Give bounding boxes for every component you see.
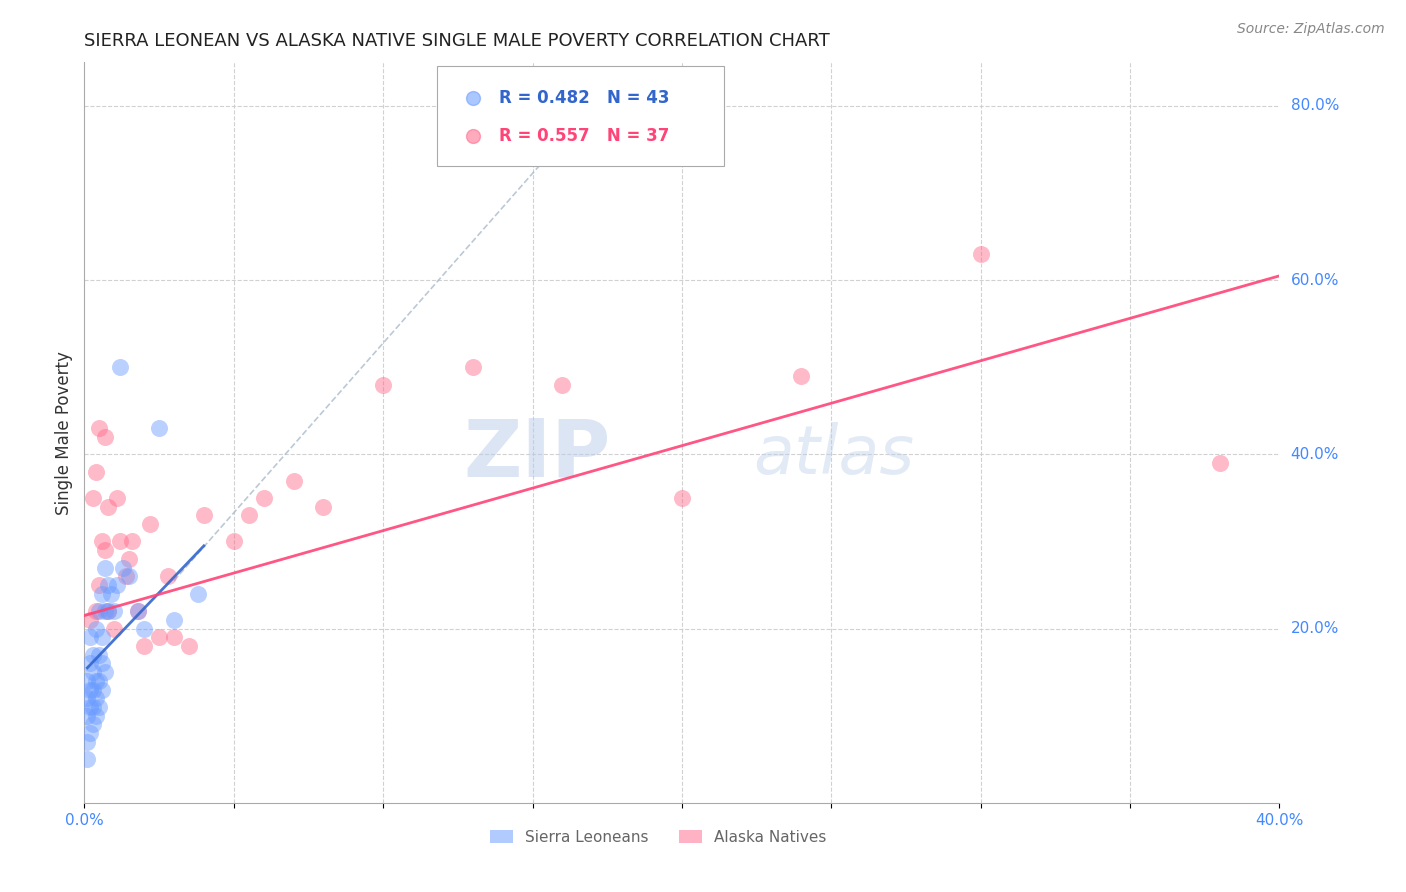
Point <box>94 543 117 558</box>
Point <box>76 708 98 723</box>
Point <box>89 673 111 688</box>
Point <box>127 604 149 618</box>
Point <box>76 735 98 749</box>
Point <box>238 508 260 523</box>
Point <box>79 613 101 627</box>
Point <box>110 534 132 549</box>
Point <box>79 657 101 671</box>
Point <box>97 604 120 618</box>
Point <box>86 622 108 636</box>
Point <box>82 491 104 505</box>
Point <box>1209 456 1232 470</box>
Point <box>105 491 128 505</box>
Point <box>187 587 209 601</box>
Point <box>94 430 117 444</box>
Point <box>82 717 104 731</box>
Point <box>89 604 111 618</box>
Point <box>91 630 114 644</box>
Point <box>91 587 114 601</box>
Text: R = 0.557   N = 37: R = 0.557 N = 37 <box>499 128 669 145</box>
Point <box>112 560 135 574</box>
Point <box>94 604 117 618</box>
Text: SIERRA LEONEAN VS ALASKA NATIVE SINGLE MALE POVERTY CORRELATION CHART: SIERRA LEONEAN VS ALASKA NATIVE SINGLE M… <box>84 32 830 50</box>
Point <box>157 569 180 583</box>
Point <box>139 517 162 532</box>
Point <box>86 673 108 688</box>
Point <box>312 500 335 514</box>
Point <box>103 604 125 618</box>
Point <box>79 726 101 740</box>
Point <box>1045 12 1067 26</box>
Point <box>105 578 128 592</box>
Point <box>177 639 200 653</box>
Point <box>89 700 111 714</box>
Point <box>283 474 305 488</box>
Point <box>163 613 186 627</box>
Point <box>91 534 114 549</box>
Point <box>89 648 111 662</box>
Point <box>79 630 101 644</box>
Point <box>148 630 170 644</box>
Point <box>193 508 215 523</box>
Text: 20.0%: 20.0% <box>1291 621 1339 636</box>
Point <box>89 421 111 435</box>
Text: atlas: atlas <box>754 422 915 488</box>
Point <box>79 682 101 697</box>
FancyBboxPatch shape <box>437 66 724 166</box>
Point <box>97 578 120 592</box>
Point <box>148 421 170 435</box>
Point <box>118 569 141 583</box>
Point <box>97 500 120 514</box>
Point <box>790 369 813 384</box>
Point <box>970 247 993 261</box>
Point <box>118 552 141 566</box>
Point <box>373 377 395 392</box>
Point <box>76 691 98 706</box>
Point <box>76 673 98 688</box>
Point <box>86 604 108 618</box>
Point <box>253 491 276 505</box>
Point <box>115 569 138 583</box>
Y-axis label: Single Male Poverty: Single Male Poverty <box>55 351 73 515</box>
Point <box>82 682 104 697</box>
Point <box>110 360 132 375</box>
Point <box>86 691 108 706</box>
Point <box>671 491 693 505</box>
Point <box>76 752 98 766</box>
Point <box>86 465 108 479</box>
Point <box>89 578 111 592</box>
Point <box>86 708 108 723</box>
Point <box>100 587 122 601</box>
Text: 80.0%: 80.0% <box>1291 98 1339 113</box>
Point <box>91 657 114 671</box>
Point <box>94 560 117 574</box>
Point <box>82 665 104 680</box>
Point <box>163 630 186 644</box>
Point <box>132 622 156 636</box>
Point <box>132 639 156 653</box>
Text: Source: ZipAtlas.com: Source: ZipAtlas.com <box>1237 22 1385 37</box>
Point <box>97 604 120 618</box>
Point <box>103 622 125 636</box>
Legend: Sierra Leoneans, Alaska Natives: Sierra Leoneans, Alaska Natives <box>484 823 832 851</box>
Point <box>82 700 104 714</box>
Point <box>551 377 574 392</box>
Point <box>94 665 117 680</box>
Point <box>222 534 245 549</box>
Text: ZIP: ZIP <box>463 416 610 494</box>
Point <box>79 700 101 714</box>
Point <box>121 534 143 549</box>
Point <box>127 604 149 618</box>
Text: R = 0.482   N = 43: R = 0.482 N = 43 <box>499 89 669 107</box>
Text: 40.0%: 40.0% <box>1291 447 1339 462</box>
Point <box>91 682 114 697</box>
Text: 60.0%: 60.0% <box>1291 273 1339 288</box>
Point <box>82 648 104 662</box>
Point <box>461 360 484 375</box>
